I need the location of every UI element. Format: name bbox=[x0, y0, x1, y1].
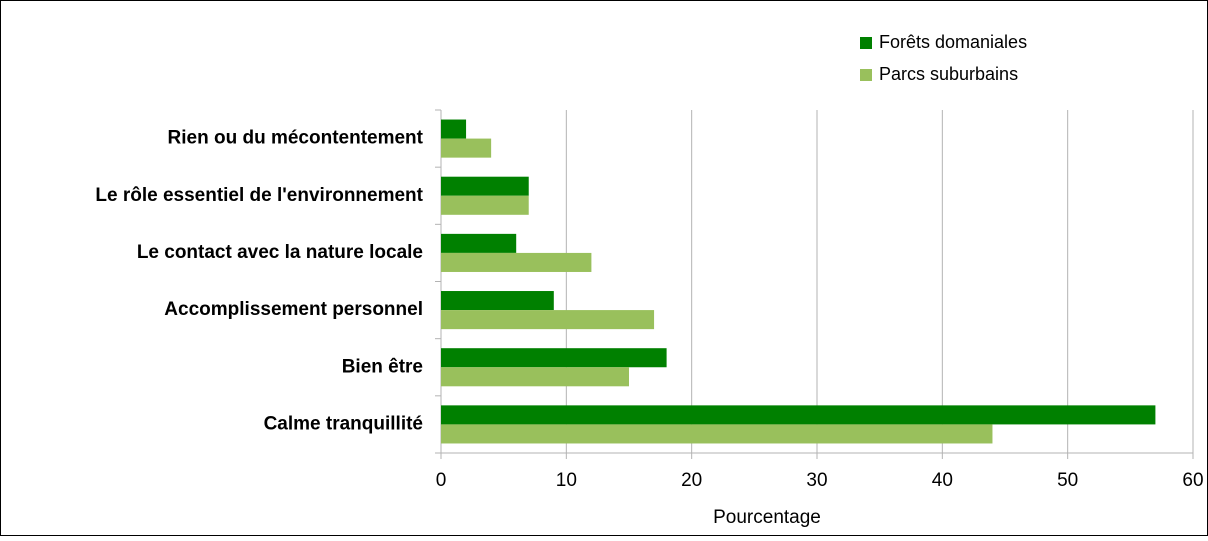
legend-label: Forêts domaniales bbox=[879, 32, 1027, 52]
y-tick-label: Calme tranquillité bbox=[264, 413, 423, 434]
x-axis-title: Pourcentage bbox=[713, 507, 821, 528]
bar bbox=[441, 138, 492, 158]
y-tick-label: Rien ou du mécontentement bbox=[168, 128, 424, 149]
x-tick-label: 30 bbox=[806, 470, 827, 491]
bar bbox=[441, 291, 554, 311]
y-tick-label: Accomplissement personnel bbox=[164, 299, 423, 320]
bar bbox=[441, 252, 592, 272]
x-tick-label: 0 bbox=[436, 470, 447, 491]
bar bbox=[441, 405, 1156, 425]
x-tick-label: 20 bbox=[681, 470, 702, 491]
legend-label: Parcs suburbains bbox=[879, 64, 1018, 84]
x-tick-label: 60 bbox=[1182, 470, 1203, 491]
bar bbox=[441, 119, 467, 139]
legend-swatch bbox=[860, 69, 872, 81]
y-tick-label: Le contact avec la nature locale bbox=[137, 242, 423, 263]
y-tick-label: Bien être bbox=[342, 356, 423, 377]
x-tick-label: 40 bbox=[932, 470, 953, 491]
bar bbox=[441, 310, 655, 330]
bar bbox=[441, 348, 667, 368]
bar bbox=[441, 424, 993, 444]
x-tick-label: 10 bbox=[556, 470, 577, 491]
legend-swatch bbox=[860, 37, 872, 49]
y-tick-label: Le rôle essentiel de l'environnement bbox=[95, 185, 423, 206]
bar bbox=[441, 195, 529, 215]
bar bbox=[441, 367, 629, 387]
bar bbox=[441, 233, 517, 253]
x-tick-label: 50 bbox=[1057, 470, 1078, 491]
bar bbox=[441, 176, 529, 196]
